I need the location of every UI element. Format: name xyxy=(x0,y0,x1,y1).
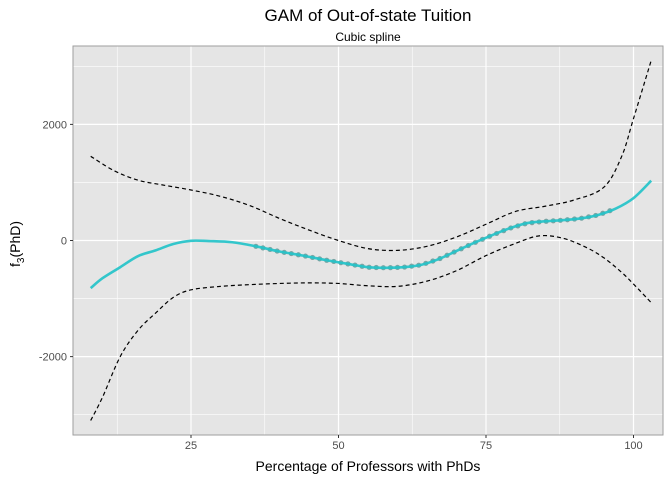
fit-line-group xyxy=(89,179,653,290)
y-axis-title-subscript: 3 xyxy=(16,257,27,263)
chart-subtitle: Cubic spline xyxy=(335,30,401,44)
upper-band-line xyxy=(90,60,652,252)
lower-band-line xyxy=(90,234,652,421)
confidence-bands xyxy=(90,60,652,421)
y-tick-label: 2000 xyxy=(43,119,67,131)
x-tick-label: 50 xyxy=(332,440,344,452)
y-axis-title-main: f xyxy=(7,263,23,267)
y-tick-label: 0 xyxy=(61,236,67,248)
chart-title: GAM of Out-of-state Tuition xyxy=(265,6,472,25)
fit-line xyxy=(89,179,653,290)
x-axis-ticks: 25 50 75 100 xyxy=(185,435,643,452)
x-axis-title: Percentage of Professors with PhDs xyxy=(256,458,481,474)
x-tick-label: 75 xyxy=(480,440,492,452)
x-tick-label: 25 xyxy=(185,440,197,452)
x-tick-label: 100 xyxy=(624,440,642,452)
major-gridlines xyxy=(73,46,663,435)
y-tick-label: -2000 xyxy=(39,352,67,364)
y-axis-title: f3(PhD) xyxy=(7,221,27,267)
y-axis-ticks: -2000 0 2000 xyxy=(39,119,73,364)
y-axis-title-rest: (PhD) xyxy=(7,221,23,258)
